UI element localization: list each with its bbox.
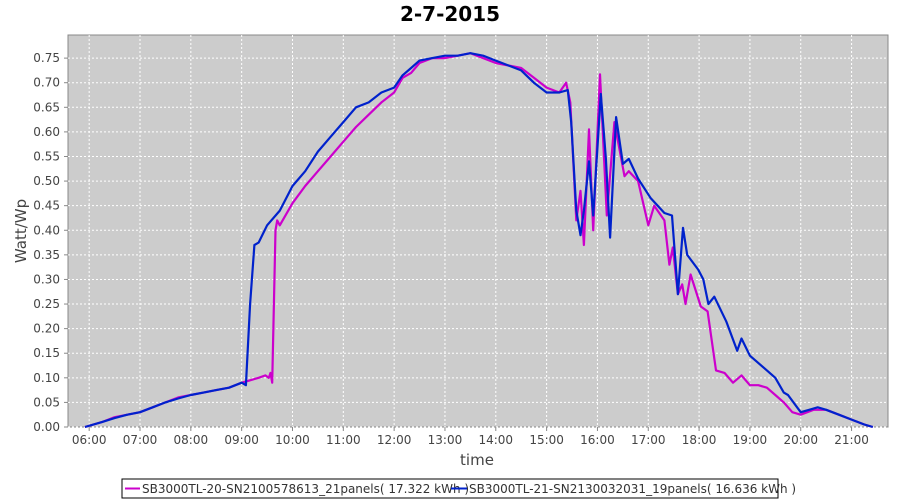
y-tick-label: 0.10 — [33, 371, 60, 385]
y-tick-label: 0.55 — [33, 149, 60, 163]
y-tick-label: 0.60 — [33, 125, 60, 139]
x-tick-label: 18:00 — [682, 433, 717, 447]
legend-label-series-2: SB3000TL-21-SN2130032031_19panels( 16.63… — [469, 482, 796, 496]
series-line-2 — [84, 52, 874, 429]
y-tick-label: 0.20 — [33, 322, 60, 336]
x-tick-label: 11:00 — [326, 433, 361, 447]
x-tick-label: 20:00 — [783, 433, 818, 447]
x-tick-label: 06:00 — [72, 433, 107, 447]
y-tick-label: 0.45 — [33, 199, 60, 213]
x-tick-label: 14:00 — [478, 433, 513, 447]
series-group — [84, 52, 874, 429]
x-tick-label: 21:00 — [834, 433, 869, 447]
y-tick-label: 0.75 — [33, 51, 60, 65]
legend: SB3000TL-20-SN2100578613_21panels( 17.32… — [121, 478, 796, 499]
x-tick-label: 08:00 — [174, 433, 209, 447]
x-tick-label: 17:00 — [631, 433, 666, 447]
y-tick-label: 0.30 — [33, 272, 60, 286]
x-tick-label: 16:00 — [580, 433, 615, 447]
y-tick-label: 0.35 — [33, 248, 60, 262]
plot-area — [67, 34, 889, 428]
y-axis-label: Watt/Wp — [12, 199, 30, 263]
y-tick-label: 0.50 — [33, 174, 60, 188]
gridlines — [68, 35, 888, 428]
y-tick-label: 0.25 — [33, 297, 60, 311]
x-tick-label: 07:00 — [123, 433, 158, 447]
chart-title: 2-7-2015 — [400, 2, 500, 26]
legend-box — [121, 478, 779, 499]
y-tick-label: 0.05 — [33, 395, 60, 409]
series-line-1 — [84, 52, 874, 429]
y-tick-label: 0.70 — [33, 76, 60, 90]
y-axis: 0.00 0.05 0.10 0.15 0.20 0.25 0.30 0.35 0.40 0.45… — [33, 51, 68, 434]
y-tick-label: 0.65 — [33, 100, 60, 114]
legend-label-series-1: SB3000TL-20-SN2100578613_21panels( 17.32… — [142, 482, 469, 496]
y-tick-label: 0.00 — [33, 420, 60, 434]
x-tick-label: 12:00 — [377, 433, 412, 447]
x-axis-label: time — [460, 451, 494, 469]
x-tick-label: 19:00 — [733, 433, 768, 447]
y-tick-label: 0.40 — [33, 223, 60, 237]
x-tick-label: 10:00 — [275, 433, 310, 447]
x-axis: 06:00 07:00 08:00 09:00 10:00 11:00 12:00 13:00… — [72, 427, 869, 447]
x-tick-label: 15:00 — [529, 433, 564, 447]
x-tick-label: 09:00 — [224, 433, 259, 447]
y-tick-label: 0.15 — [33, 346, 60, 360]
x-tick-label: 13:00 — [428, 433, 463, 447]
